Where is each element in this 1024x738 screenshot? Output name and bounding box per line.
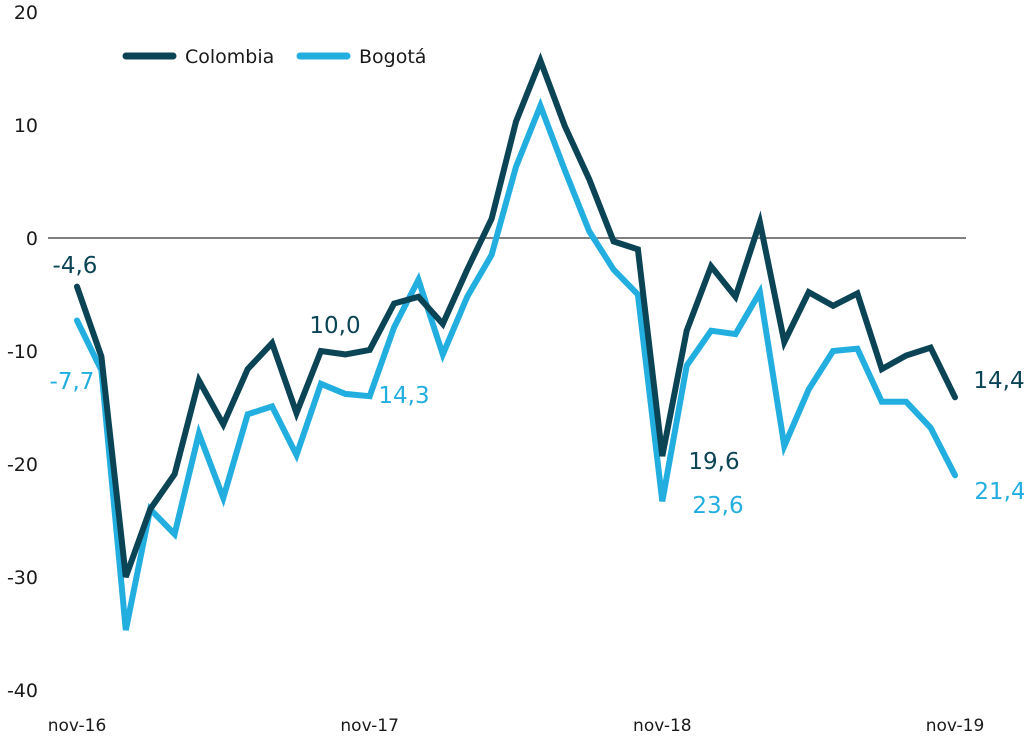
y-axis: 20 10 0 -10 -20 -30 -40 [7, 2, 38, 702]
legend-label-bogota: Bogotá [359, 46, 426, 68]
series-line-bogota [74, 97, 958, 631]
y-tick-label: -40 [7, 680, 38, 702]
data-label-bogota: -7,7 [50, 369, 95, 395]
data-label-colombia: -4,6 [53, 253, 98, 279]
y-tick-label: -20 [7, 454, 38, 476]
y-tick-label: 0 [26, 228, 38, 250]
x-tick-label: nov-18 [633, 716, 692, 736]
legend-label-colombia: Colombia [185, 46, 274, 68]
data-label-colombia: 10,0 [309, 313, 360, 339]
data-label-bogota: 21,4 [974, 479, 1024, 505]
series-lines [74, 52, 958, 631]
data-annotations: -4,6 -7,7 10,0 14,3 19,6 23,6 14,4 21,4 [50, 253, 1024, 519]
y-tick-label: -10 [7, 341, 38, 363]
data-label-colombia: 14,4 [973, 368, 1024, 394]
x-tick-label: nov-16 [48, 716, 107, 736]
legend: Colombia Bogotá [122, 46, 426, 68]
x-axis: nov-16 nov-17 nov-18 nov-19 [48, 716, 985, 736]
y-tick-label: -30 [7, 567, 38, 589]
data-label-bogota: 23,6 [692, 493, 743, 519]
y-tick-label: 10 [14, 115, 38, 137]
x-tick-label: nov-19 [926, 716, 985, 736]
data-label-colombia: 19,6 [688, 449, 739, 475]
series-line-colombia [74, 52, 958, 579]
x-tick-label: nov-17 [340, 716, 399, 736]
data-label-bogota: 14,3 [378, 383, 429, 409]
y-tick-label: 20 [14, 2, 38, 24]
